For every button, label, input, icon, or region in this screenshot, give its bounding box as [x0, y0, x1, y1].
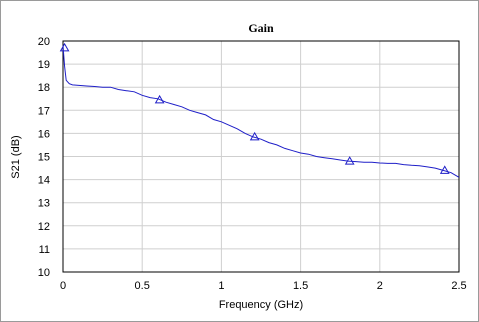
y-tick-label: 11: [39, 244, 50, 256]
chart-title: Gain: [248, 21, 274, 35]
triangle-marker: [154, 94, 165, 104]
y-tick-label: 16: [38, 128, 50, 140]
y-tick-label: 13: [38, 198, 50, 210]
y-tick-label: 10: [38, 267, 50, 279]
triangle-marker: [344, 156, 355, 165]
x-tick-label: 0: [60, 280, 66, 292]
x-tick-label: 1.5: [293, 280, 308, 292]
y-tick-label: 20: [38, 36, 50, 48]
triangle-marker: [439, 165, 450, 174]
triangle-marker: [249, 131, 260, 141]
triangle-marker: [59, 42, 70, 52]
y-tick-label: 17: [38, 105, 50, 117]
x-tick-label: 0.5: [135, 280, 150, 292]
gridlines: [63, 41, 459, 272]
y-axis-title: S21 (dB): [10, 135, 22, 178]
tick-labels: 0 0.5 1 1.5 2 2.5 10 11 12 13 14 15 16 17 18 19 20: [38, 36, 467, 292]
x-axis-title: Frequency (GHz): [219, 299, 303, 311]
x-tick-label: 1: [218, 280, 224, 292]
x-tick-label: 2.5: [451, 280, 466, 292]
y-tick-label: 15: [38, 152, 50, 164]
series-markers: [59, 42, 450, 174]
x-tick-label: 2: [377, 280, 383, 292]
gain-series-line: [62, 45, 460, 178]
y-tick-label: 12: [38, 221, 50, 233]
y-tick-label: 18: [38, 82, 50, 94]
y-tick-label: 19: [38, 59, 50, 71]
y-tick-label: 14: [38, 175, 50, 187]
plot-area-border: [62, 40, 460, 273]
